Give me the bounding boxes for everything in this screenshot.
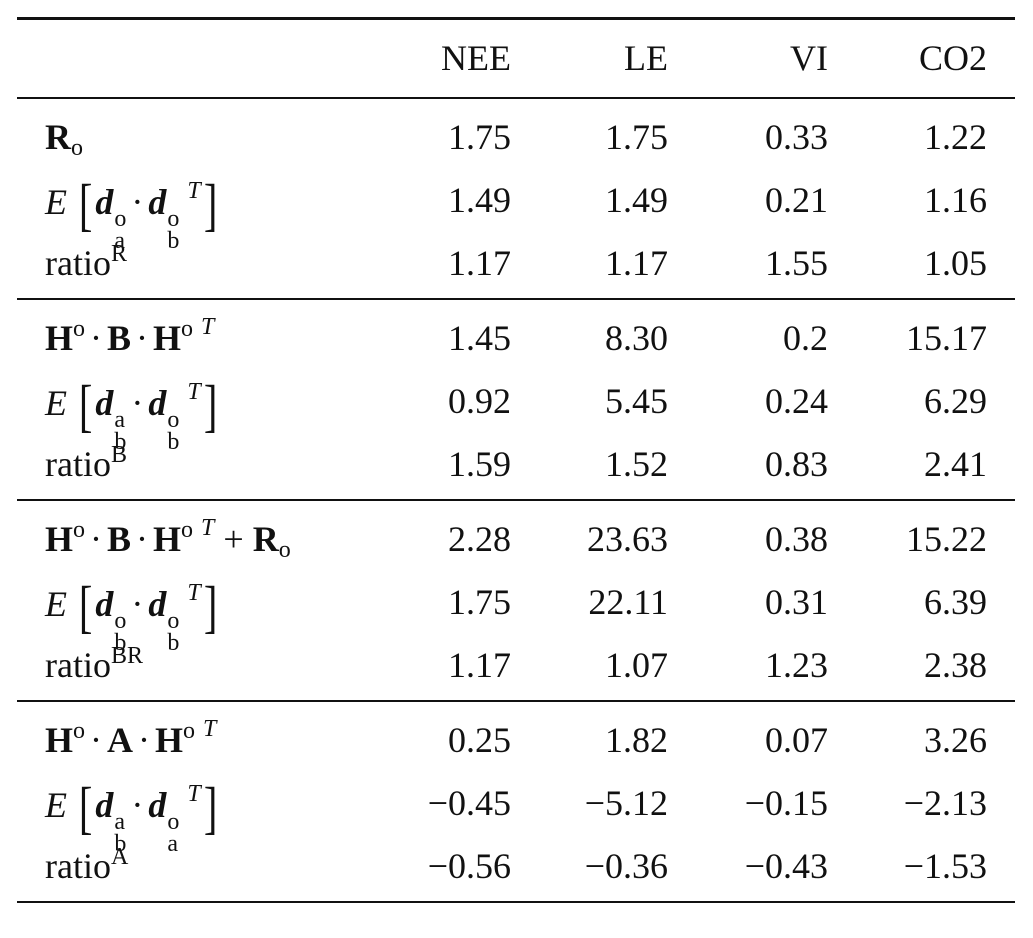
row-label-expectation-bo-bo: E [d o b · d o b T] xyxy=(45,574,218,656)
cell: 22.11 xyxy=(588,582,668,622)
header-rule xyxy=(17,97,1015,99)
cell: 15.22 xyxy=(906,519,987,559)
cell: 1.17 xyxy=(605,243,668,283)
cell: 23.63 xyxy=(587,519,668,559)
row-label-hbh: Ho · B · Ho T xyxy=(45,314,215,358)
cell: 0.33 xyxy=(765,117,828,157)
cell: 1.75 xyxy=(448,117,511,157)
cell: 0.24 xyxy=(765,381,828,421)
cell: 1.59 xyxy=(448,444,511,484)
cell: 1.23 xyxy=(765,645,828,685)
table-row: E [d o a · d o b T] 1.49 1.49 0.21 1.16 xyxy=(17,166,1015,253)
top-rule xyxy=(17,17,1015,20)
row-label-ratio-br: ratioBR xyxy=(45,643,143,685)
row-label-ratio-a: ratioA xyxy=(45,844,129,886)
row-label-expectation-ao-bo: E [d o a · d o b T] xyxy=(45,172,218,254)
group-a: Ho · A · Ho T 0.25 1.82 0.07 3.26 E [d a b · d o a T… xyxy=(17,702,1015,901)
cell: 8.30 xyxy=(605,318,668,358)
cell: 0.31 xyxy=(765,582,828,622)
cell: 3.26 xyxy=(924,720,987,760)
table-row: Ho · B · Ho T + Ro 2.28 23.63 0.38 15.22 xyxy=(17,505,1015,568)
table-row: Ho · A · Ho T 0.25 1.82 0.07 3.26 xyxy=(17,706,1015,769)
cell: 1.17 xyxy=(448,243,511,283)
cell: −2.13 xyxy=(903,783,987,823)
cell: 1.16 xyxy=(924,180,987,220)
group-b: Ho · B · Ho T 1.45 8.30 0.2 15.17 E [d a b · d o b T… xyxy=(17,300,1015,499)
cell: 0.92 xyxy=(448,381,511,421)
cell: 1.75 xyxy=(448,582,511,622)
cell: −0.15 xyxy=(744,783,828,823)
col-header-nee: NEE xyxy=(441,38,511,78)
cell: 1.52 xyxy=(605,444,668,484)
cell: 0.25 xyxy=(448,720,511,760)
cell: 0.38 xyxy=(765,519,828,559)
row-label-expectation-ba-bo: E [d a b · d o b T] xyxy=(45,373,218,455)
table-row: ratioB 1.59 1.52 0.83 2.41 xyxy=(17,430,1015,493)
cell: −0.36 xyxy=(584,846,668,886)
cell: 1.45 xyxy=(448,318,511,358)
row-label-hah: Ho · A · Ho T xyxy=(45,716,217,760)
cell: 1.22 xyxy=(924,117,987,157)
cell: 15.17 xyxy=(906,318,987,358)
cell: 1.82 xyxy=(605,720,668,760)
row-label-expectation-ba-ao: E [d a b · d o a T] xyxy=(45,775,218,857)
cell: 6.29 xyxy=(924,381,987,421)
cell: 0.2 xyxy=(783,318,828,358)
cell: 1.07 xyxy=(605,645,668,685)
col-header-le: LE xyxy=(624,38,668,78)
cell: 1.49 xyxy=(448,180,511,220)
group-br: Ho · B · Ho T + Ro 2.28 23.63 0.38 15.22 E [d… xyxy=(17,501,1015,700)
table-row: ratioBR 1.17 1.07 1.23 2.38 xyxy=(17,631,1015,694)
cell: 0.07 xyxy=(765,720,828,760)
cell: 0.83 xyxy=(765,444,828,484)
cell: 2.41 xyxy=(924,444,987,484)
cell: −0.45 xyxy=(427,783,511,823)
table-row: ratioA −0.56 −0.36 −0.43 −1.53 xyxy=(17,832,1015,895)
cell: 1.49 xyxy=(605,180,668,220)
table-row: Ro 1.75 1.75 0.33 1.22 xyxy=(17,103,1015,166)
cell: 1.17 xyxy=(448,645,511,685)
row-label-ratio-b: ratioB xyxy=(45,442,127,484)
row-label-hbh-plus-r: Ho · B · Ho T + Ro xyxy=(45,515,291,563)
cell: 0.21 xyxy=(765,180,828,220)
cell: −5.12 xyxy=(584,783,668,823)
cell: 2.28 xyxy=(448,519,511,559)
cell: 1.55 xyxy=(765,243,828,283)
group-r: Ro 1.75 1.75 0.33 1.22 E [d o a · d o b T] 1.49… xyxy=(17,99,1015,298)
table-row: E [d a b · d o a T] −0.45 −5.12 −0.15 −2.13 xyxy=(17,769,1015,856)
row-label-r-o: Ro xyxy=(45,117,83,161)
col-header-vi: VI xyxy=(790,38,828,78)
group-rule xyxy=(17,298,1015,300)
cell: −1.53 xyxy=(903,846,987,886)
table-row: E [d o b · d o b T] 1.75 22.11 0.31 6.39 xyxy=(17,568,1015,655)
table-row: Ho · B · Ho T 1.45 8.30 0.2 15.17 xyxy=(17,304,1015,367)
cell: 5.45 xyxy=(605,381,668,421)
cell: 1.05 xyxy=(924,243,987,283)
group-rule xyxy=(17,700,1015,702)
cell: 6.39 xyxy=(924,582,987,622)
row-label-ratio-r: ratioR xyxy=(45,241,127,283)
table-row: E [d a b · d o b T] 0.92 5.45 0.24 6.29 xyxy=(17,367,1015,454)
cell: 1.75 xyxy=(605,117,668,157)
cell: −0.56 xyxy=(427,846,511,886)
cell: 2.38 xyxy=(924,645,987,685)
group-rule xyxy=(17,499,1015,501)
table-row: ratioR 1.17 1.17 1.55 1.05 xyxy=(17,229,1015,292)
bottom-rule xyxy=(17,901,1015,903)
header-row: NEE LE VI CO2 xyxy=(17,20,1015,97)
col-header-co2: CO2 xyxy=(918,38,987,78)
results-table: NEE LE VI CO2 Ro 1.75 1.75 0.33 1.22 E [… xyxy=(17,17,1015,903)
cell: −0.43 xyxy=(744,846,828,886)
